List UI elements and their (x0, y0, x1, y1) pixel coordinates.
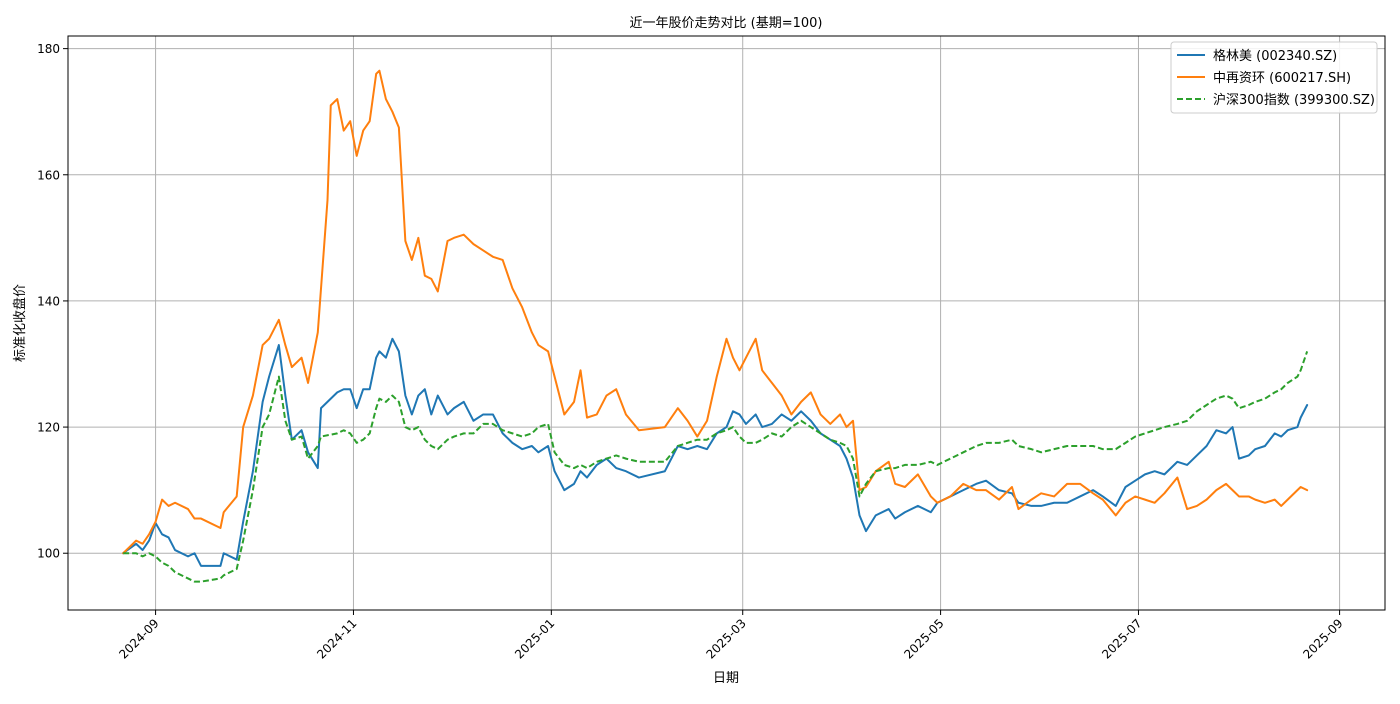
y-tick-label: 180 (37, 42, 60, 56)
legend-label-zhongzai: 中再资环 (600217.SH) (1213, 71, 1351, 86)
series-line-zhongzai (122, 69, 1309, 555)
y-tick-label: 140 (37, 294, 60, 308)
legend-label-csi300: 沪深300指数 (399300.SZ) (1213, 92, 1375, 108)
legend-box (1170, 41, 1378, 114)
y-tick-label: 160 (37, 168, 60, 182)
series-lines (122, 69, 1309, 583)
series-line-csi300 (123, 351, 1309, 583)
series-line-greenmei (122, 337, 1309, 567)
y-tick-label: 120 (37, 421, 60, 435)
x-axis-label: 日期 (713, 671, 739, 686)
y-axis-label: 标准化收盘价 (12, 284, 28, 362)
legend: 格林美 (002340.SZ) 中再资环 (600217.SH) 沪深300指数… (1170, 41, 1378, 114)
chart-title: 近一年股价走势对比 (基期=100) (630, 15, 823, 31)
legend-label-greenmei: 格林美 (002340.SZ) (1213, 48, 1337, 64)
y-tick-label: 100 (37, 547, 60, 561)
plot-frame (67, 35, 1386, 611)
